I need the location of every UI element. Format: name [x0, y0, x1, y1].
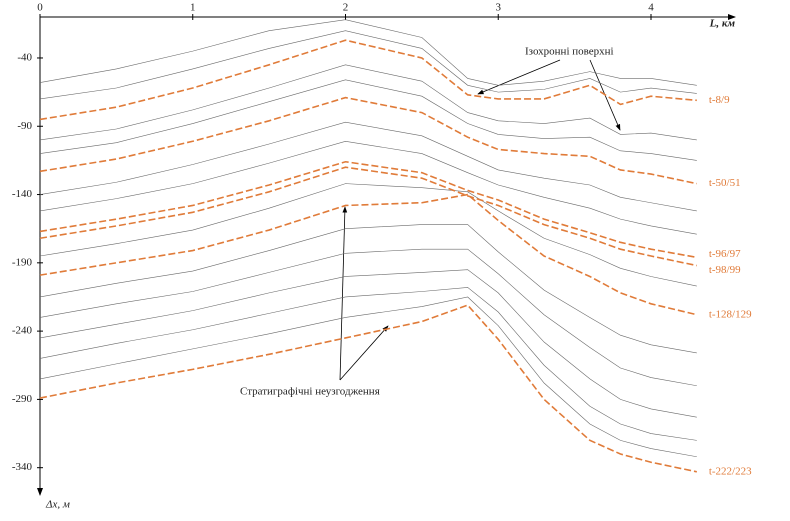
x-tick-label: 3 — [495, 2, 501, 14]
marker-surface — [39, 39, 697, 121]
series-label: t-50/51 — [709, 177, 741, 189]
y-tick-label: -40 — [17, 52, 32, 64]
marker-surface — [39, 193, 697, 316]
annotation-arrow — [339, 206, 348, 381]
surface-line — [39, 30, 697, 100]
y-tick-label: -90 — [17, 120, 32, 132]
marker-surface — [39, 304, 697, 473]
annotation-arrow — [339, 325, 389, 381]
marker-surface — [39, 166, 697, 267]
y-tick-label: -190 — [12, 256, 33, 268]
annotation-arrow — [477, 59, 561, 95]
surface-line — [39, 183, 697, 287]
surface-line — [39, 224, 697, 354]
surface-line — [39, 121, 697, 212]
annotation: Стратиграфічні неузгодження — [240, 386, 380, 398]
surface-line — [39, 296, 697, 458]
surface-line — [39, 19, 697, 86]
x-tick-label: 1 — [190, 2, 196, 14]
surface-line — [39, 248, 697, 387]
annotation: Ізохронні поверхні — [525, 46, 614, 58]
x-tick-label: 0 — [37, 2, 43, 14]
marker-surface — [39, 96, 697, 185]
y-tick-label: -340 — [12, 461, 33, 473]
surface-line — [39, 79, 697, 161]
y-tick-label: -290 — [12, 393, 33, 405]
series-label: t-98/99 — [709, 264, 741, 276]
y-tick-label: -140 — [12, 188, 33, 200]
series-label: t-8/9 — [709, 94, 730, 106]
y-axis-label: Δx, м — [45, 499, 70, 511]
surface-line — [39, 269, 697, 418]
surface-line — [39, 64, 697, 141]
surface-line — [39, 287, 697, 441]
x-axis-label: L, км — [709, 18, 736, 30]
marker-surface — [39, 160, 697, 259]
x-tick-label: 4 — [648, 2, 654, 14]
x-tick-label: 2 — [343, 2, 349, 14]
series-label: t-222/223 — [709, 465, 752, 477]
series-label: t-128/129 — [709, 308, 752, 320]
surface-line — [39, 140, 697, 235]
y-tick-label: -240 — [12, 325, 33, 337]
series-label: t-96/97 — [709, 248, 741, 260]
